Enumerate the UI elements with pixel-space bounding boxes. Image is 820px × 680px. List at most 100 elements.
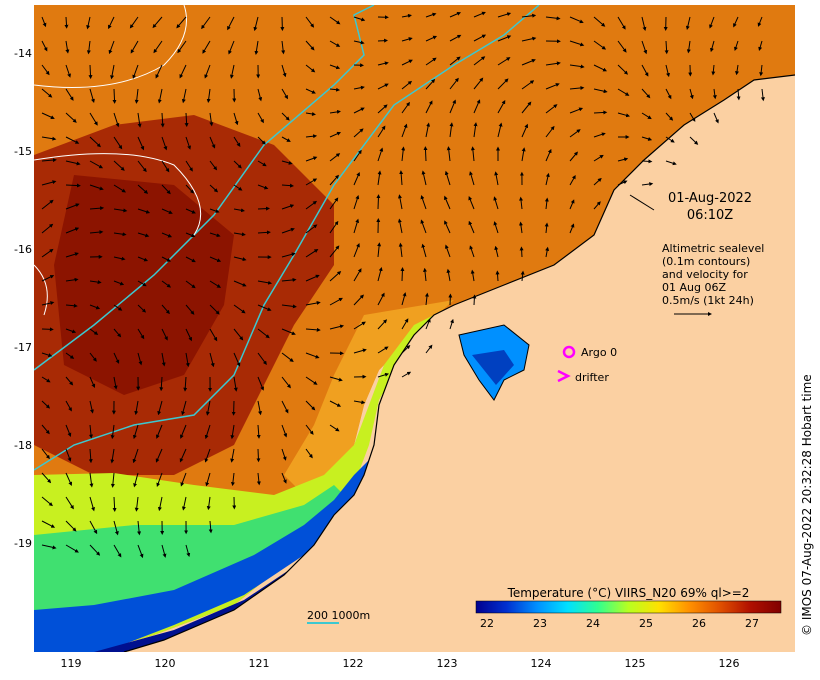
velocity-arrow [137, 208, 151, 214]
velocity-arrow [209, 352, 215, 368]
velocity-arrow [113, 184, 126, 193]
velocity-arrow [227, 16, 235, 31]
velocity-arrow [641, 112, 652, 120]
velocity-arrow [401, 123, 408, 138]
velocity-arrow [65, 303, 78, 308]
velocity-arrow [233, 208, 245, 213]
velocity-arrow [305, 327, 321, 332]
velocity-arrow [569, 86, 585, 90]
colorbar-tick: 24 [586, 617, 600, 630]
velocity-arrow [133, 472, 139, 488]
velocity-arrow [593, 110, 608, 115]
velocity-arrow [281, 472, 287, 484]
velocity-arrow [665, 112, 674, 121]
velocity-arrow [233, 376, 238, 392]
velocity-arrow [520, 270, 525, 282]
scale-label: 200 1000m [307, 609, 371, 622]
velocity-arrow [305, 88, 316, 94]
velocity-arrow [423, 267, 428, 282]
velocity-arrow [185, 544, 191, 558]
velocity-arrow [179, 448, 187, 463]
velocity-arrow [617, 180, 628, 186]
velocity-arrow [401, 80, 413, 90]
velocity-arrow [425, 318, 431, 330]
velocity-arrow [521, 59, 536, 66]
velocity-arrow [41, 376, 51, 383]
velocity-arrow [468, 220, 475, 234]
velocity-arrow [65, 112, 77, 123]
velocity-legend: Altimetric sealevel (0.1m contours) and … [662, 242, 764, 307]
velocity-arrow [329, 376, 343, 382]
velocity-arrow [449, 77, 459, 90]
y-tick-label: -17 [14, 341, 32, 354]
velocity-arrow [206, 496, 211, 511]
velocity-arrow [420, 195, 427, 210]
velocity-arrow [397, 218, 403, 234]
velocity-arrow [137, 520, 142, 536]
velocity-arrow [377, 372, 390, 378]
velocity-arrow [736, 88, 741, 101]
velocity-arrow [521, 36, 537, 42]
velocity-arrow [89, 472, 94, 488]
velocity-arrow [760, 88, 765, 102]
velocity-arrow [305, 200, 318, 210]
velocity-arrow [425, 12, 437, 18]
velocity-arrow [305, 112, 316, 116]
velocity-arrow [41, 112, 55, 119]
velocity-arrow [161, 184, 171, 195]
velocity-arrow [65, 328, 77, 334]
velocity-arrow [305, 400, 316, 411]
velocity-arrow [113, 352, 120, 364]
velocity-arrow [64, 16, 69, 29]
velocity-arrow [89, 352, 97, 362]
velocity-arrow [233, 352, 241, 367]
velocity-arrow [423, 146, 428, 162]
date-label: 01-Aug-2022 [667, 191, 753, 206]
velocity-arrow [233, 184, 243, 191]
velocity-arrow [65, 203, 80, 210]
velocity-arrow [449, 34, 462, 42]
velocity-arrow [233, 328, 244, 341]
velocity-arrow [41, 64, 50, 76]
velocity-arrow [497, 122, 503, 138]
velocity-arrow [281, 448, 287, 461]
velocity-arrow [377, 104, 388, 114]
velocity-arrow [108, 40, 115, 55]
velocity-arrow [444, 220, 451, 234]
velocity-arrow [665, 136, 675, 143]
velocity-arrow [204, 424, 211, 440]
velocity-arrow [209, 304, 220, 315]
velocity-arrow [257, 280, 273, 285]
velocity-arrow [184, 112, 189, 128]
velocity-arrow [257, 352, 267, 366]
velocity-arrow [425, 122, 431, 138]
x-tick-label: 122 [342, 657, 364, 670]
velocity-arrow [156, 424, 163, 439]
velocity-arrow [449, 99, 456, 114]
velocity-arrow [209, 136, 216, 149]
velocity-arrow [281, 328, 296, 335]
velocity-arrow [305, 274, 320, 282]
velocity-arrow [89, 544, 101, 556]
velocity-arrow [521, 123, 529, 138]
velocity-arrow [230, 448, 235, 463]
velocity-arrow [446, 146, 451, 162]
velocity-arrow [734, 40, 739, 51]
velocity-arrow [641, 159, 653, 164]
velocity-arrow [181, 400, 187, 416]
velocity-arrow [113, 232, 127, 237]
velocity-arrow [665, 160, 677, 166]
velocity-arrow [329, 131, 342, 138]
velocity-arrow [113, 280, 125, 286]
velocity-arrow [155, 448, 163, 463]
velocity-arrow [113, 520, 119, 536]
velocity-arrow [41, 158, 57, 163]
velocity-arrow [689, 136, 699, 145]
velocity-arrow [181, 496, 187, 511]
velocity-arrow [230, 424, 235, 440]
velocity-arrow [401, 37, 413, 42]
x-tick-label: 120 [154, 657, 176, 670]
velocity-arrow [468, 196, 475, 210]
date-block: 01-Aug-2022 06:10Z [650, 190, 770, 224]
velocity-arrow [401, 59, 413, 66]
